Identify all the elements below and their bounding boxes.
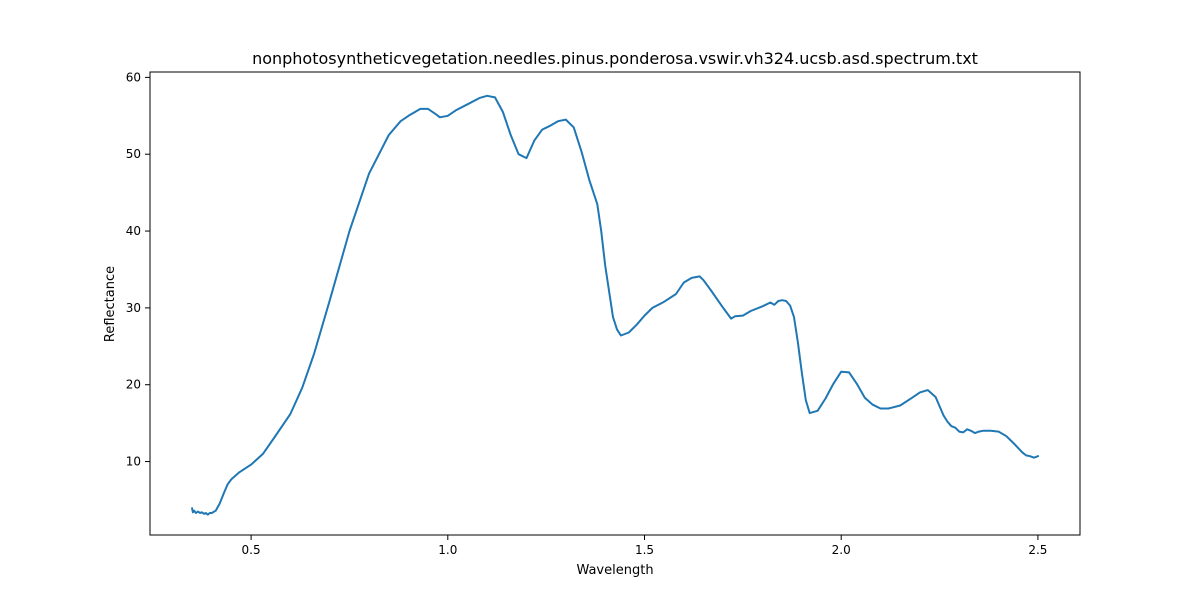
y-axis-ticks: 10 20 30 40 50 60 [126, 70, 150, 469]
x-tick-label: 0.5 [242, 543, 261, 557]
x-axis-ticks: 0.5 1.0 1.5 2.0 2.5 [242, 535, 1047, 557]
y-axis-label: Reflectance [103, 266, 118, 342]
series-line [190, 94, 1040, 516]
y-tick-label: 40 [126, 224, 141, 238]
x-tick-label: 2.0 [832, 543, 851, 557]
y-tick-label: 20 [126, 378, 141, 392]
plot-area-frame [149, 71, 1081, 536]
chart-title: nonphotosyntheticvegetation.needles.pinu… [252, 49, 978, 68]
y-tick-label: 30 [126, 301, 141, 315]
x-tick-label: 1.0 [438, 543, 457, 557]
x-tick-label: 1.5 [635, 543, 654, 557]
x-axis-label: Wavelength [576, 563, 653, 578]
y-tick-label: 60 [126, 70, 141, 84]
y-tick-label: 50 [126, 147, 141, 161]
x-tick-label: 2.5 [1028, 543, 1047, 557]
y-tick-label: 10 [126, 455, 141, 469]
